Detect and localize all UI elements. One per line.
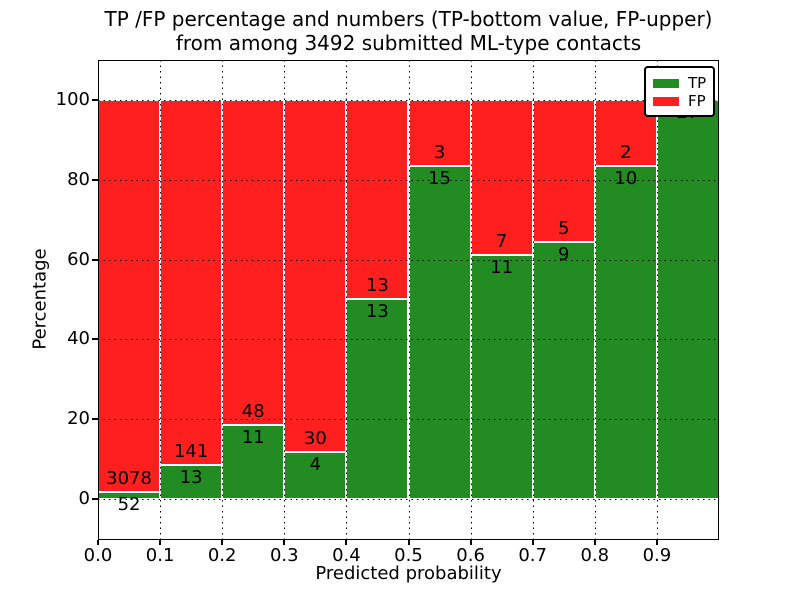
bar-tp-segment xyxy=(284,451,347,499)
x-tick-label: 0.7 xyxy=(518,545,547,566)
bar-tp-count-label: 9 xyxy=(558,244,570,266)
bar-tp-segment xyxy=(656,99,719,499)
bar-fp-segment xyxy=(98,99,161,493)
gridline-vertical xyxy=(222,60,224,540)
x-tick-label: 0.1 xyxy=(145,545,175,566)
bar-fp-segment xyxy=(284,99,347,452)
x-tick-mark xyxy=(97,540,99,545)
x-tick-mark xyxy=(531,540,534,545)
bar-fp-count-label: 2 xyxy=(620,142,632,164)
bar-tp-segment xyxy=(160,465,223,499)
gridline-vertical xyxy=(346,60,348,540)
bar-tp-count-label: 11 xyxy=(490,257,514,279)
legend-fp-swatch xyxy=(653,96,679,106)
x-tick-label: 0.9 xyxy=(642,545,672,566)
x-tick-mark xyxy=(221,540,224,545)
x-tick-label: 0.6 xyxy=(456,545,485,566)
legend-tp-label: TP xyxy=(688,74,707,92)
y-tick-label: 20 xyxy=(67,408,90,430)
x-tick-label: 0.8 xyxy=(580,545,610,566)
legend-item-tp: TP xyxy=(653,74,706,92)
bar-fp-count-label: 141 xyxy=(173,441,209,463)
bar-fp-count-label: 13 xyxy=(365,275,389,297)
gridline-vertical xyxy=(532,60,534,540)
x-tick-mark xyxy=(159,540,162,545)
bar-tp-count-label: 52 xyxy=(117,494,141,516)
legend-fp-label: FP xyxy=(688,92,706,110)
x-tick-mark xyxy=(469,540,472,545)
bar-fp-segment xyxy=(222,99,285,425)
bar-fp-count-label: 5 xyxy=(558,218,570,240)
plot-area: TP FP 3078 52 141 13 48 11 30 4 13 13 3 15 7 11 5 9 2 10 2… xyxy=(56,60,719,566)
bar-tp-count-label: 10 xyxy=(614,168,638,190)
bar-tp-count-label: 15 xyxy=(428,168,451,190)
gridline-vertical xyxy=(656,60,658,540)
y-tick-mark xyxy=(92,497,98,500)
bar-fp-segment xyxy=(160,99,223,466)
y-tick-label: 80 xyxy=(67,168,90,190)
x-tick-label: 0.2 xyxy=(207,545,237,566)
gridline-vertical xyxy=(470,60,472,540)
y-tick-mark xyxy=(92,338,98,341)
x-tick-label: 0.4 xyxy=(332,545,361,566)
bar-tp-count-label: 11 xyxy=(241,426,265,448)
bar-fp-segment xyxy=(346,99,409,300)
y-tick-label: 60 xyxy=(67,248,90,270)
bar-tp-count-label: 13 xyxy=(365,301,389,323)
bar-fp-count-label: 3078 xyxy=(106,468,152,490)
y-tick-label: 0 xyxy=(78,487,90,509)
x-tick-label: 0.5 xyxy=(394,545,423,566)
y-tick-label: 40 xyxy=(67,328,90,350)
bar-tp-count-label: 13 xyxy=(179,467,203,489)
bar-tp-count-label: 4 xyxy=(309,453,322,475)
x-tick-mark xyxy=(655,540,658,545)
bar-fp-count-label: 30 xyxy=(303,427,327,449)
x-tick-label: 0.3 xyxy=(269,545,299,566)
x-tick-mark xyxy=(283,540,286,545)
x-tick-label: 0.0 xyxy=(83,545,113,566)
legend-item-fp: FP xyxy=(653,92,706,110)
y-tick-mark xyxy=(92,178,98,181)
legend: TP FP xyxy=(644,66,715,117)
bar-tp-segment xyxy=(532,242,595,499)
x-axis-label: Predicted probability xyxy=(315,563,502,584)
x-tick-mark xyxy=(345,540,348,545)
chart-title-line2: from among 3492 submitted ML-type contac… xyxy=(175,31,642,55)
y-tick-mark xyxy=(92,98,98,101)
chart-title: TP /FP percentage and numbers (TP-bottom… xyxy=(98,7,719,55)
gridline-vertical xyxy=(408,60,410,540)
bar-tp-segment xyxy=(408,166,471,499)
bar-tp-segment xyxy=(470,255,533,499)
y-tick-mark xyxy=(92,418,98,421)
gridline-vertical xyxy=(594,60,596,540)
bar-tp-segment xyxy=(346,299,409,499)
gridline-vertical xyxy=(160,60,162,540)
bar-fp-count-label: 48 xyxy=(241,400,265,422)
x-tick-mark xyxy=(593,540,596,545)
gridline-vertical xyxy=(284,60,286,540)
bar-tp-segment xyxy=(594,166,657,499)
bar-fp-count-label: 7 xyxy=(495,231,508,253)
bar-fp-count-label: 3 xyxy=(433,142,446,164)
y-tick-label: 100 xyxy=(55,88,90,110)
chart-title-line1: TP /FP percentage and numbers (TP-bottom… xyxy=(104,7,713,31)
legend-tp-swatch xyxy=(653,78,679,88)
x-tick-mark xyxy=(407,540,410,545)
y-tick-mark xyxy=(92,258,98,261)
bar-tp-segment xyxy=(222,424,285,499)
